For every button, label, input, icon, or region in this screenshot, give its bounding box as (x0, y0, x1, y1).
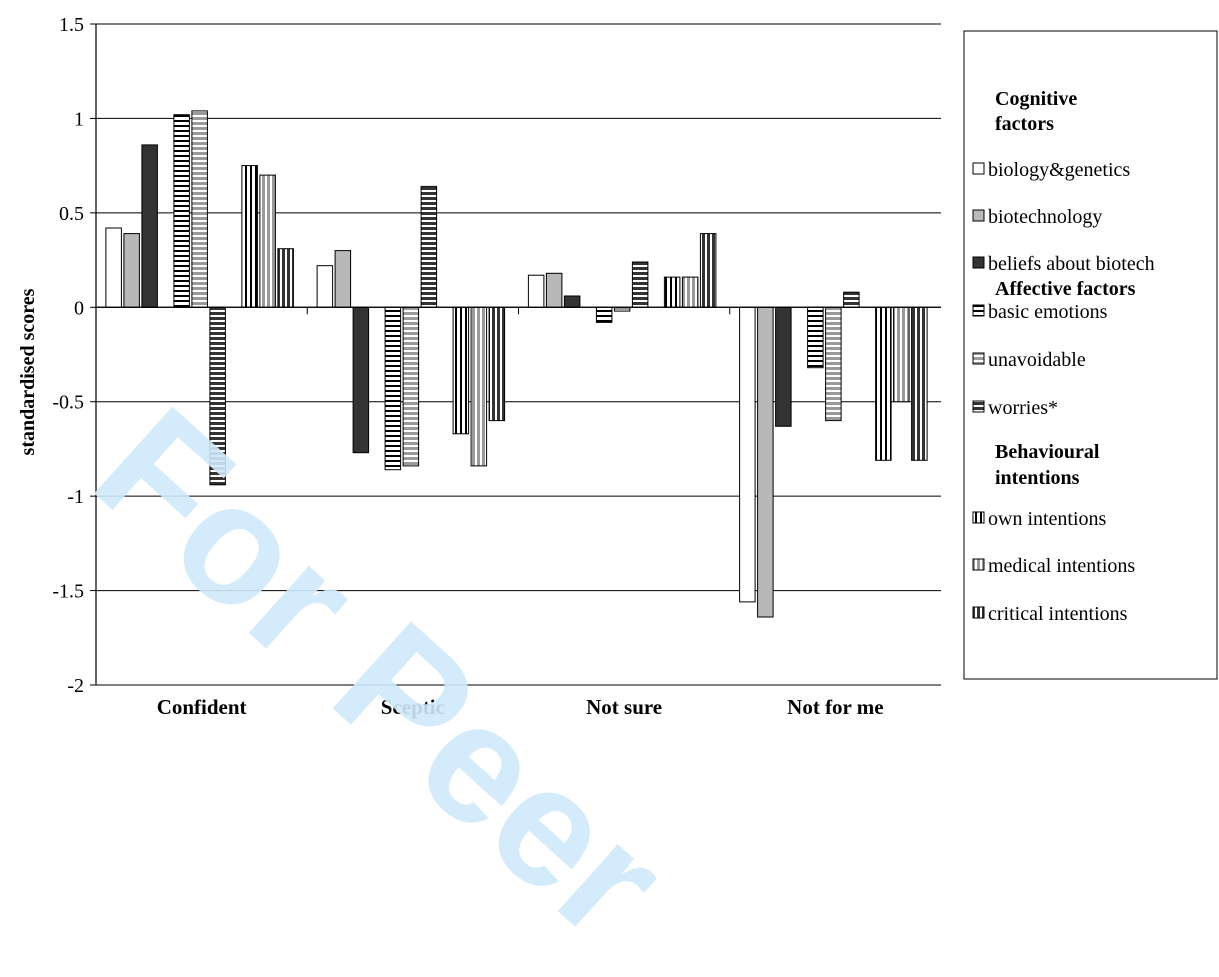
bar-confident-beliefs-about-biotech (141, 144, 158, 308)
bar-not-sure-own-intentions (663, 276, 681, 308)
x-tick-label: Confident (157, 695, 247, 719)
legend-label: medical intentions (988, 555, 1135, 577)
y-tick-labels: 1.5 1 0.5 0 -0.5 -1 -1.5 -2 (52, 14, 84, 697)
legend-label: biotechnology (988, 206, 1102, 228)
legend-label: beliefs about biotech (988, 253, 1155, 275)
x-tick-label: Not for me (787, 695, 883, 719)
legend-label: biology&genetics (988, 159, 1130, 181)
y-tick-label: 0 (74, 297, 84, 319)
legend-group-title: Behavioural (995, 441, 1100, 463)
bar-not-for-me-critical-intentions (911, 306, 928, 461)
bar-confident-basic-emotions (173, 114, 190, 308)
bar-not-for-me-biology-genetics (739, 306, 756, 603)
legend-swatch (972, 352, 985, 365)
legend-box (963, 30, 1218, 680)
bars (105, 110, 928, 618)
legend-label: own intentions (988, 508, 1107, 530)
bar-sceptic-worries (420, 185, 438, 308)
bar-confident-own-intentions (241, 165, 258, 308)
bar-confident-biology-genetics (105, 227, 122, 308)
bar-sceptic-basic-emotions (384, 306, 402, 471)
bar-confident-medical-intentions (259, 174, 276, 308)
legend-group-title: intentions (995, 467, 1080, 489)
x-tick-label: Not sure (586, 695, 662, 719)
bar-sceptic-biotechnology (334, 250, 352, 308)
legend-swatch (972, 511, 985, 524)
bar-not-for-me-worries (843, 291, 860, 308)
legend: Cognitive factors biology&genetics biotechn… (963, 30, 1218, 680)
x-tick-label: Sceptic (381, 695, 445, 719)
bar-sceptic-critical-intentions (488, 306, 506, 422)
legend-label: unavoidable (988, 349, 1086, 371)
legend-label: worries* (988, 397, 1058, 419)
y-axis-label: standardised scores (17, 288, 39, 455)
legend-swatch (972, 304, 985, 317)
bar-confident-biotechnology (123, 233, 140, 308)
bar-not-sure-beliefs-about-biotech (563, 295, 581, 308)
bar-confident-worries (209, 306, 226, 486)
y-tick-label: -1.5 (52, 581, 84, 603)
y-tick-label: -2 (67, 675, 84, 697)
bar-not-sure-critical-intentions (699, 233, 717, 308)
bar-not-sure-biotechnology (545, 272, 563, 308)
bar-sceptic-unavoidable (402, 306, 420, 467)
bar-confident-unavoidable (191, 110, 208, 308)
legend-group-title: Affective factors (995, 278, 1136, 300)
bar-chart: 1.5 1 0.5 0 -0.5 -1 -1.5 -2 Confident Sceptic Not… (17, 14, 1218, 719)
bar-not-for-me-unavoidable (825, 306, 842, 422)
bar-not-for-me-beliefs-about-biotech (775, 306, 792, 427)
chart-figure: 1.5 1 0.5 0 -0.5 -1 -1.5 -2 Confident Sceptic Not… (17, 14, 1218, 975)
bar-not-sure-biology-genetics (527, 274, 545, 308)
bar-sceptic-beliefs-about-biotech (352, 306, 370, 454)
legend-swatch (972, 606, 985, 619)
legend-group-title: factors (995, 113, 1054, 135)
legend-swatch (972, 162, 985, 175)
bar-sceptic-biology-genetics (316, 265, 334, 308)
legend-swatch (972, 256, 985, 269)
bar-not-sure-worries (631, 261, 649, 308)
legend-label: basic emotions (988, 301, 1108, 323)
legend-swatch (972, 558, 985, 571)
bar-sceptic-own-intentions (452, 306, 470, 435)
bar-not-for-me-biotechnology (757, 306, 774, 618)
y-tick-label: -1 (67, 486, 84, 508)
bar-confident-critical-intentions (277, 248, 294, 308)
legend-swatch (972, 400, 985, 413)
y-tick-label: -0.5 (52, 392, 84, 414)
legend-group-title: Cognitive (995, 88, 1077, 110)
axes (90, 23, 941, 686)
y-tick-label: 1 (74, 108, 84, 130)
bar-not-sure-medical-intentions (681, 276, 699, 308)
y-tick-label: 1.5 (59, 14, 84, 36)
bar-not-for-me-medical-intentions (893, 306, 910, 403)
x-tick-labels: Confident Sceptic Not sure Not for me (157, 695, 884, 719)
legend-label: critical intentions (988, 603, 1128, 625)
bar-not-for-me-basic-emotions (807, 306, 824, 369)
legend-swatch (972, 209, 985, 222)
bar-sceptic-medical-intentions (470, 306, 488, 467)
y-tick-label: 0.5 (59, 203, 84, 225)
bar-not-sure-basic-emotions (595, 306, 613, 323)
bar-not-for-me-own-intentions (875, 306, 892, 461)
